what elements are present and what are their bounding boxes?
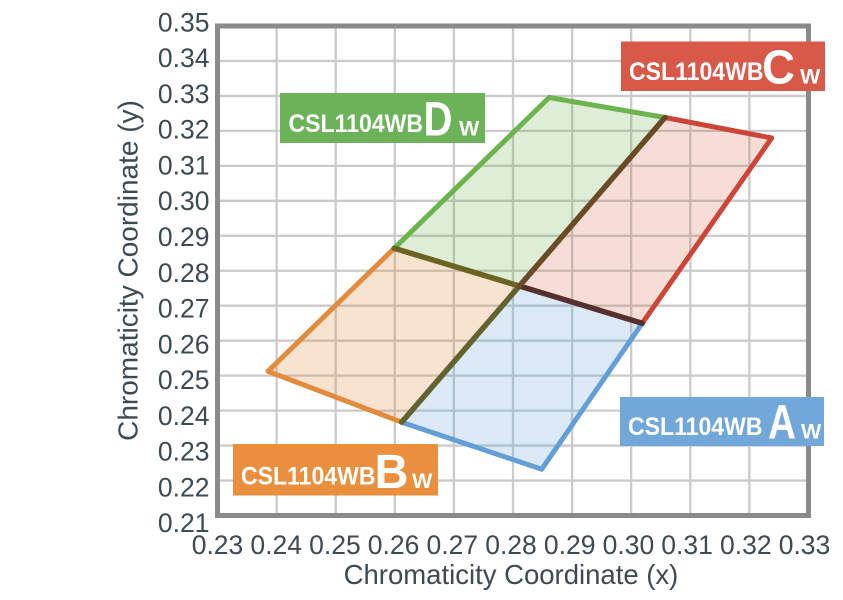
svg-text:0.24: 0.24: [250, 530, 302, 560]
svg-text:0.24: 0.24: [158, 401, 210, 431]
svg-text:0.31: 0.31: [661, 530, 713, 560]
svg-text:0.27: 0.27: [427, 530, 479, 560]
svg-text:Chromaticity Coordinate (y): Chromaticity Coordinate (y): [113, 100, 144, 441]
svg-text:0.23: 0.23: [158, 437, 210, 467]
svg-text:0.21: 0.21: [158, 508, 210, 538]
svg-text:A: A: [768, 397, 796, 450]
svg-text:0.34: 0.34: [158, 43, 210, 73]
svg-text:0.29: 0.29: [544, 530, 596, 560]
svg-text:0.28: 0.28: [158, 258, 210, 288]
svg-text:W: W: [801, 420, 822, 444]
svg-text:0.32: 0.32: [158, 115, 210, 145]
svg-text:CSL1104WB: CSL1104WB: [289, 110, 424, 138]
svg-text:0.27: 0.27: [158, 294, 210, 324]
svg-text:0.31: 0.31: [158, 150, 210, 180]
svg-text:Chromaticity Coordinate (x): Chromaticity Coordinate (x): [344, 559, 679, 590]
svg-text:CSL1104WB: CSL1104WB: [241, 463, 376, 491]
svg-text:W: W: [412, 469, 433, 493]
svg-text:0.28: 0.28: [485, 530, 537, 560]
svg-text:0.35: 0.35: [158, 7, 210, 37]
svg-text:0.25: 0.25: [309, 530, 361, 560]
svg-text:0.23: 0.23: [192, 530, 244, 560]
svg-text:B: B: [375, 446, 409, 499]
svg-text:0.32: 0.32: [720, 530, 772, 560]
svg-text:W: W: [459, 116, 480, 140]
svg-text:0.22: 0.22: [158, 472, 210, 502]
svg-text:CSL1104WB: CSL1104WB: [629, 58, 764, 86]
svg-text:0.30: 0.30: [603, 530, 655, 560]
svg-text:CSL1104WB: CSL1104WB: [628, 413, 763, 441]
svg-text:0.26: 0.26: [368, 530, 420, 560]
svg-text:0.30: 0.30: [158, 186, 210, 216]
svg-text:0.33: 0.33: [779, 530, 831, 560]
svg-text:0.33: 0.33: [158, 79, 210, 109]
svg-text:0.25: 0.25: [158, 365, 210, 395]
svg-text:0.26: 0.26: [158, 329, 210, 359]
svg-text:W: W: [800, 65, 821, 89]
svg-text:D: D: [424, 93, 453, 146]
svg-text:C: C: [762, 42, 795, 95]
svg-text:0.29: 0.29: [158, 222, 210, 252]
